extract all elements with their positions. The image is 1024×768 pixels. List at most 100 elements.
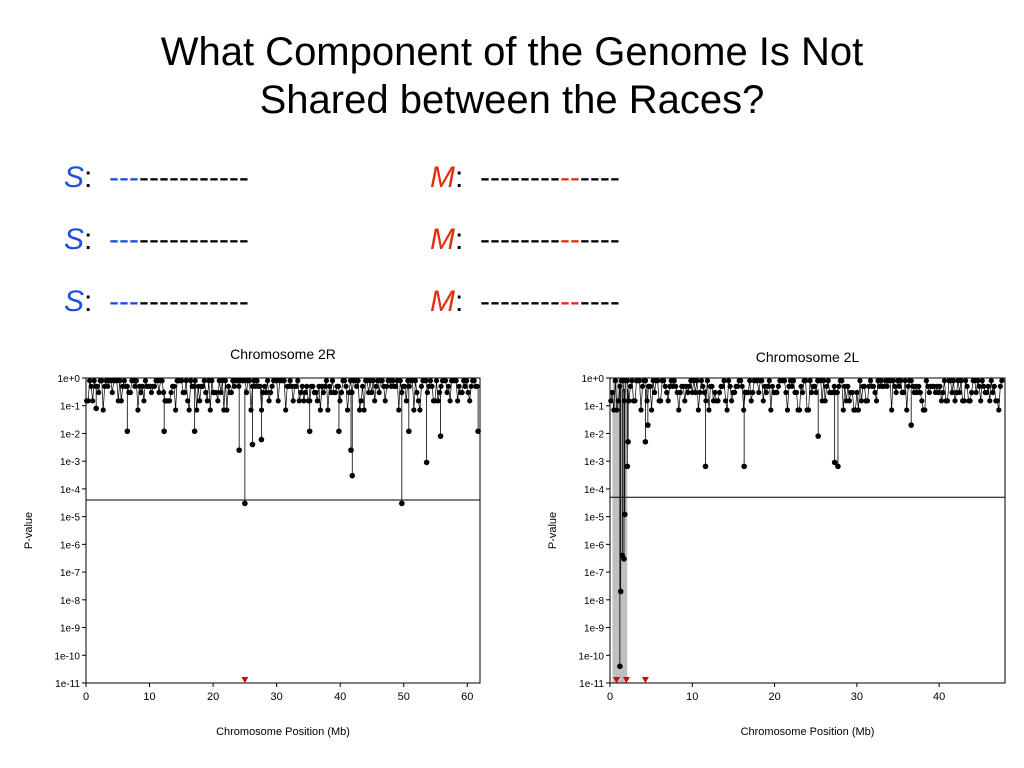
data-point xyxy=(399,500,405,507)
data-point xyxy=(299,383,305,389)
y-tick-label: 1e-3 xyxy=(584,457,604,468)
data-point xyxy=(304,383,310,389)
data-point xyxy=(370,378,376,384)
y-tick-label: 1e-1 xyxy=(584,402,604,413)
data-point xyxy=(455,398,461,404)
data-point xyxy=(224,407,230,413)
x-tick-label: 40 xyxy=(933,691,945,703)
data-point xyxy=(141,398,147,404)
data-point xyxy=(964,383,970,389)
data-point xyxy=(784,407,791,413)
data-point xyxy=(415,398,422,404)
y-tick-label: 1e-4 xyxy=(584,485,604,496)
data-point xyxy=(700,383,706,389)
data-point xyxy=(332,389,339,396)
y-tick-label: 1e-5 xyxy=(584,513,604,524)
data-point xyxy=(242,500,248,507)
data-point xyxy=(864,398,871,404)
data-point xyxy=(944,398,951,404)
m-letter: M xyxy=(430,161,455,194)
data-point xyxy=(807,378,813,384)
data-point xyxy=(961,398,967,404)
data-point xyxy=(91,378,97,384)
m-dashes-pre: -------- xyxy=(480,285,560,318)
data-point xyxy=(774,389,780,396)
data-point xyxy=(952,398,958,404)
data-point xyxy=(834,389,840,396)
data-point xyxy=(204,398,210,404)
data-point xyxy=(809,389,815,396)
data-point xyxy=(442,378,449,384)
data-point xyxy=(433,378,440,384)
data-point xyxy=(197,398,203,404)
data-point xyxy=(916,383,922,389)
data-point xyxy=(344,407,351,413)
data-point xyxy=(768,407,774,413)
data-point xyxy=(892,383,898,389)
data-point xyxy=(815,433,821,439)
data-point xyxy=(836,383,842,389)
data-point xyxy=(813,389,819,396)
y-tick-label: 1e-7 xyxy=(60,568,80,579)
data-point xyxy=(617,588,624,595)
data-point xyxy=(878,378,884,384)
data-point xyxy=(360,383,366,389)
s-dashes: ----------- xyxy=(139,285,249,318)
data-point xyxy=(857,378,863,384)
data-point xyxy=(621,556,627,562)
colon: : xyxy=(455,285,464,318)
s-highlight-dashes: --- xyxy=(109,223,140,256)
data-point xyxy=(902,378,908,384)
x-axis-label: Chromosome Position (Mb) xyxy=(216,726,350,738)
data-point xyxy=(192,378,198,384)
data-point xyxy=(275,398,281,404)
data-point xyxy=(201,378,207,384)
data-point xyxy=(855,407,862,413)
data-point xyxy=(118,398,124,404)
data-point xyxy=(849,389,855,396)
data-point xyxy=(802,378,809,384)
data-point xyxy=(412,378,418,384)
data-point xyxy=(423,378,429,384)
data-point xyxy=(173,407,179,413)
data-point xyxy=(183,378,189,384)
data-point xyxy=(715,398,721,404)
data-point xyxy=(990,389,996,396)
data-point xyxy=(889,407,895,413)
data-point xyxy=(200,383,206,389)
data-point xyxy=(191,428,198,435)
data-point xyxy=(161,428,167,435)
data-point xyxy=(218,389,224,396)
data-point xyxy=(396,407,402,413)
data-point xyxy=(444,389,450,396)
data-point xyxy=(411,407,417,413)
data-point xyxy=(685,389,691,396)
data-point xyxy=(182,389,188,396)
data-point xyxy=(904,407,910,413)
data-point xyxy=(622,511,628,518)
s-sequence-row-1: S: -------------- xyxy=(64,160,249,196)
data-point xyxy=(796,407,803,413)
data-point xyxy=(748,398,754,404)
data-point xyxy=(727,383,733,389)
y-axis-label: P-value xyxy=(23,512,35,549)
y-tick-label: 1e-9 xyxy=(584,624,604,635)
data-point xyxy=(435,398,441,404)
data-point xyxy=(721,378,727,384)
data-point xyxy=(979,378,985,384)
data-point xyxy=(719,383,726,389)
colon: : xyxy=(84,161,93,194)
x-tick-label: 30 xyxy=(851,691,863,703)
data-point xyxy=(209,378,215,384)
data-point xyxy=(265,378,271,384)
data-point xyxy=(335,383,342,389)
x-tick-label: 20 xyxy=(768,691,780,703)
data-point xyxy=(805,407,812,413)
data-point xyxy=(348,447,354,453)
data-point xyxy=(281,378,287,384)
data-point xyxy=(984,389,990,396)
m-letter: M xyxy=(430,285,455,318)
data-point xyxy=(356,407,363,413)
data-point xyxy=(215,398,221,404)
data-point xyxy=(973,389,979,396)
